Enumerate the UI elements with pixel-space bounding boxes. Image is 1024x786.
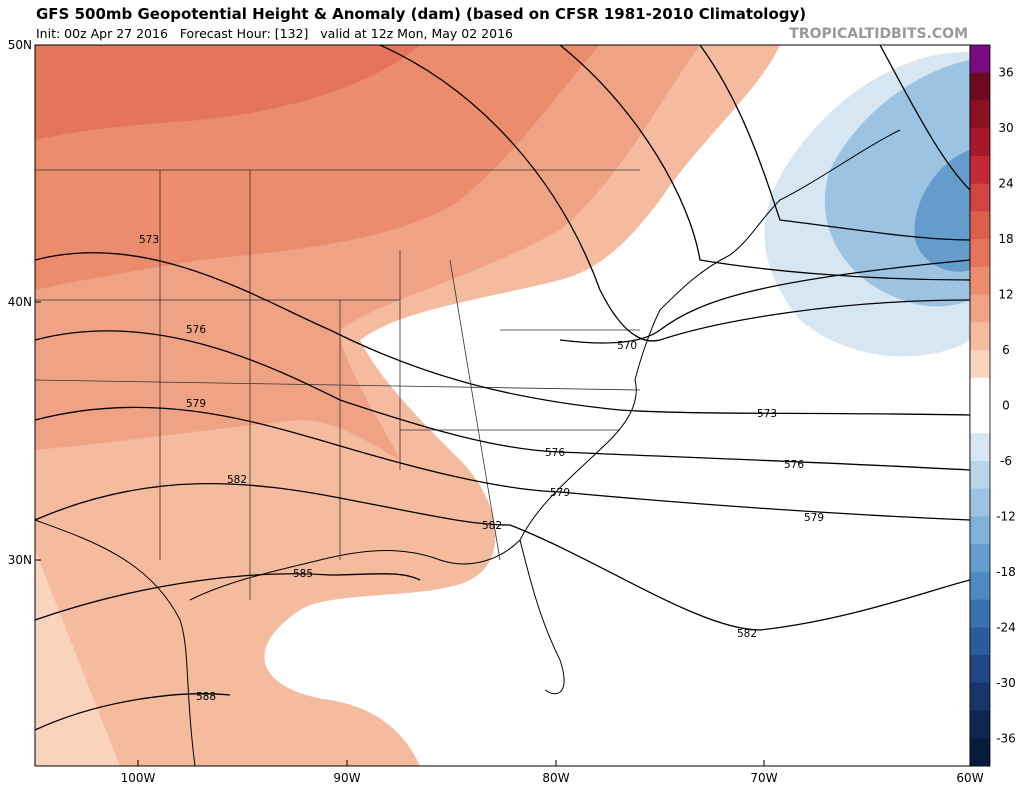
subtitle: Init: 00z Apr 27 2016 Forecast Hour: [13…: [36, 26, 513, 41]
colorbar-bin: [970, 155, 990, 185]
contour-label: 576: [186, 324, 206, 336]
colorbar-bin: [970, 516, 990, 545]
colorbar-bin: [970, 433, 990, 462]
colorbar-bin: [970, 377, 990, 406]
colorbar-bin: [970, 100, 990, 129]
contour-label: 582: [482, 520, 502, 532]
colorbar-bin: [970, 72, 990, 101]
lat-label: 30N: [8, 553, 32, 567]
contour-label: 582: [737, 628, 757, 640]
map: [35, 45, 970, 766]
lon-label: 100W: [121, 771, 156, 785]
contour-label: 579: [550, 487, 570, 499]
watermark: TROPICALTIDBITS.COM: [789, 26, 968, 42]
colorbar-bin: [970, 571, 990, 601]
lon-label: 90W: [333, 771, 360, 785]
colorbar-label: -24: [996, 620, 1016, 634]
lat-label: 50N: [8, 38, 32, 52]
colorbar-bin: [970, 599, 990, 628]
colorbar-bin: [970, 405, 990, 434]
colorbar-label: 30: [998, 121, 1013, 135]
contour-label: 585: [293, 568, 313, 580]
contour-label: 576: [545, 447, 565, 459]
contour-label: 570: [617, 340, 637, 352]
colorbar-label: 18: [998, 232, 1013, 246]
colorbar-label: -12: [996, 509, 1016, 523]
colorbar-bin: [970, 266, 990, 296]
colorbar-label: 24: [998, 177, 1013, 191]
colorbar-frame: [969, 44, 991, 767]
colorbar-bin: [970, 738, 990, 767]
colorbar-bin: [970, 682, 990, 712]
colorbar-bin: [970, 128, 990, 157]
contour-label: 573: [757, 408, 777, 420]
colorbar-bin: [970, 710, 990, 739]
colorbar-bin: [970, 655, 990, 684]
contour-label: 576: [784, 459, 804, 471]
contour-label: 573: [139, 234, 159, 246]
colorbar-bin: [970, 460, 990, 490]
colorbar-bin: [970, 211, 990, 240]
colorbar-bin: [970, 45, 990, 74]
colorbar-label: -36: [996, 731, 1016, 745]
colorbar-bin: [970, 350, 990, 379]
colorbar-bin: [970, 627, 990, 656]
colorbar-bin: [970, 488, 990, 517]
colorbar-label: 12: [998, 288, 1013, 302]
lon-label: 60W: [956, 771, 983, 785]
colorbar-bin: [970, 239, 990, 268]
lon-label: 70W: [750, 771, 777, 785]
colorbar-label: 6: [1002, 343, 1010, 357]
colorbar-label: 36: [998, 66, 1013, 80]
contour-label: 579: [804, 512, 824, 524]
colorbar-label: -6: [1000, 454, 1012, 468]
colorbar-label: -18: [996, 565, 1016, 579]
colorbar-label: 0: [1002, 399, 1010, 413]
colorbar-bin: [970, 544, 990, 573]
colorbar-bin: [970, 183, 990, 212]
colorbar-bin: [970, 322, 990, 351]
contour-label: 582: [227, 474, 247, 486]
colorbar-bin: [970, 294, 990, 323]
colorbar-label: -30: [996, 676, 1016, 690]
lat-label: 40N: [8, 295, 32, 309]
lon-label: 80W: [542, 771, 569, 785]
contour-label: 588: [196, 691, 216, 703]
contour-label: 579: [186, 398, 206, 410]
title: GFS 500mb Geopotential Height & Anomaly …: [36, 5, 806, 23]
